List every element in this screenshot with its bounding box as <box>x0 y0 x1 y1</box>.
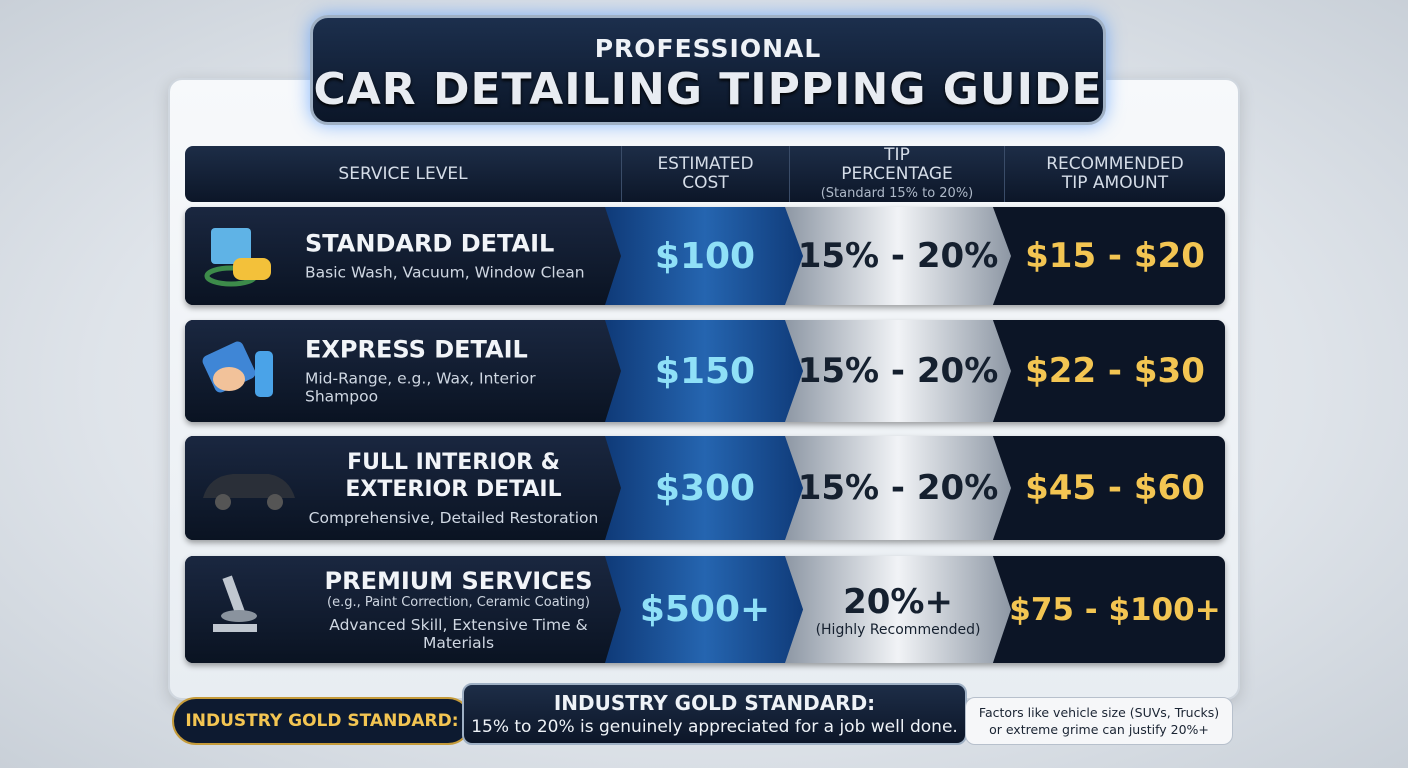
service-name: EXPRESS DETAIL <box>305 335 528 364</box>
service-description: Basic Wash, Vacuum, Window Clean <box>305 263 585 282</box>
service-icon <box>199 329 279 413</box>
service-cell: EXPRESS DETAIL Mid-Range, e.g., Wax, Inte… <box>185 320 622 422</box>
title-banner: PROFESSIONAL CAR DETAILING TIPPING GUIDE <box>310 15 1106 125</box>
tip-percentage: 15% - 20% <box>797 468 999 508</box>
tip-amount: $15 - $20 <box>1025 236 1205 276</box>
service-description: Advanced Skill, Extensive Time & Materia… <box>329 615 588 652</box>
tip-note: (Highly Recommended) <box>815 621 981 638</box>
column-label: ESTIMATED COST <box>657 154 754 193</box>
service-cell: PREMIUM SERVICES (e.g., Paint Correction,… <box>185 556 622 663</box>
title: CAR DETAILING TIPPING GUIDE <box>313 64 1103 115</box>
estimated-cost: $300 <box>605 436 805 540</box>
service-note: (e.g., Paint Correction, Ceramic Coating… <box>327 594 590 610</box>
column-header: RECOMMENDED TIP AMOUNT <box>1005 146 1225 202</box>
footer-text: 15% to 20% is genuinely appreciated for … <box>471 717 958 737</box>
column-label: RECOMMENDED TIP AMOUNT <box>1046 154 1184 193</box>
estimated-cost: $500+ <box>605 556 805 663</box>
service-text: FULL INTERIOR & EXTERIOR DETAIL Comprehen… <box>295 449 612 527</box>
table-row: EXPRESS DETAIL Mid-Range, e.g., Wax, Inte… <box>185 320 1225 422</box>
estimated-cost: $100 <box>605 207 805 305</box>
footer-side-note: Factors like vehicle size (SUVs, Trucks)… <box>965 697 1233 745</box>
service-icon <box>199 446 299 530</box>
tip-percentage-cell: 20%+ (Highly Recommended) <box>785 556 1011 663</box>
tip-percentage-cell: 15% - 20% <box>785 320 1011 422</box>
service-text: EXPRESS DETAIL Mid-Range, e.g., Wax, Inte… <box>305 335 612 406</box>
footer-banner-title: INDUSTRY GOLD STANDARD: <box>553 691 876 715</box>
column-header: SERVICE LEVEL <box>185 146 622 202</box>
service-name: FULL INTERIOR & EXTERIOR DETAIL <box>345 450 562 502</box>
tip-amount: $45 - $60 <box>1025 468 1205 508</box>
footer-banner: INDUSTRY GOLD STANDARD: 15% to 20% is ge… <box>462 683 967 745</box>
service-name: PREMIUM SERVICES <box>324 566 593 595</box>
tip-percentage-cell: 15% - 20% <box>785 436 1011 540</box>
tip-percentage: 15% - 20% <box>797 236 999 276</box>
kicker: PROFESSIONAL <box>594 34 822 63</box>
estimated-cost: $150 <box>605 320 805 422</box>
column-header: TIP PERCENTAGE (Standard 15% to 20%) <box>790 144 1005 202</box>
tip-percentage: 15% - 20% <box>797 351 999 391</box>
table-row: PREMIUM SERVICES (e.g., Paint Correction,… <box>185 556 1225 663</box>
tip-percentage: 20%+ <box>843 581 953 622</box>
table-row: STANDARD DETAIL Basic Wash, Vacuum, Windo… <box>185 207 1225 305</box>
tip-percentage-cell: 15% - 20% <box>785 207 1011 305</box>
tip-amount: $75 - $100+ <box>1009 591 1221 628</box>
service-text: STANDARD DETAIL Basic Wash, Vacuum, Windo… <box>305 229 612 282</box>
service-name: STANDARD DETAIL <box>305 229 555 258</box>
service-cell: STANDARD DETAIL Basic Wash, Vacuum, Windo… <box>185 207 622 305</box>
tip-amount: $22 - $30 <box>1025 351 1205 391</box>
column-label: TIP PERCENTAGE <box>841 144 953 184</box>
column-note: (Standard 15% to 20%) <box>820 185 974 201</box>
service-description: Comprehensive, Detailed Restoration <box>308 509 599 527</box>
service-icon <box>199 568 279 652</box>
service-description: Mid-Range, e.g., Wax, Interior Shampoo <box>305 369 536 406</box>
service-text: PREMIUM SERVICES (e.g., Paint Correction,… <box>305 566 612 652</box>
footer-label: INDUSTRY GOLD STANDARD: <box>172 697 472 745</box>
service-icon <box>199 214 279 298</box>
table-row: FULL INTERIOR & EXTERIOR DETAIL Comprehen… <box>185 436 1225 540</box>
column-header: ESTIMATED COST <box>622 146 790 202</box>
service-cell: FULL INTERIOR & EXTERIOR DETAIL Comprehen… <box>185 436 622 540</box>
column-label: SERVICE LEVEL <box>338 163 468 184</box>
